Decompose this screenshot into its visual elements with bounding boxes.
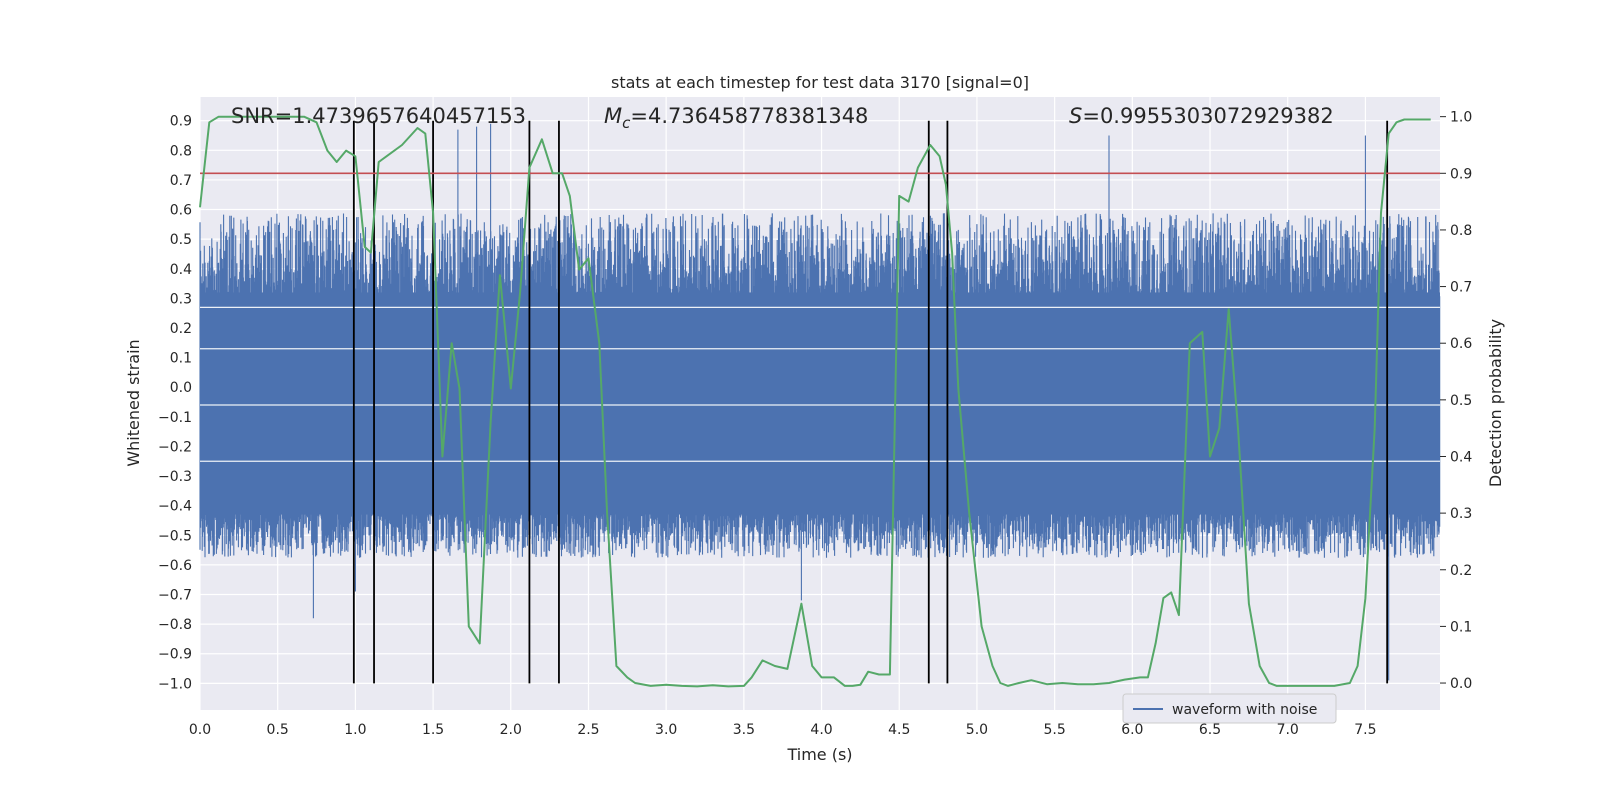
detection-probability-path [199, 115, 1431, 688]
x-tick-label: 7.5 [1354, 722, 1376, 738]
x-tick-label: 3.0 [655, 722, 677, 738]
y-axis-ticks: 0.9 0.8 0.7 0.6 0.5 0.4 0.3 0.2 0.1 0.0 −0.1 −0.2 −0… [158, 114, 192, 693]
x-tick-label: 2.0 [500, 722, 522, 738]
y-right-tick-label: 0.3 [1450, 506, 1472, 522]
detection-vlines [352, 120, 1389, 684]
y-tick-label: 0.7 [170, 173, 192, 189]
chart-title: stats at each timestep for test data 317… [611, 73, 1029, 92]
y-tick-label: −0.2 [158, 439, 192, 455]
score-symbol: S [1069, 104, 1082, 128]
x-tick-label: 6.0 [1121, 722, 1143, 738]
y-tick-label: −1.0 [158, 676, 192, 692]
detection-probability-line [199, 115, 1431, 688]
x-tick-label: 5.0 [966, 722, 988, 738]
y-right-tick-label: 0.0 [1450, 676, 1472, 692]
y-tick-label: 0.2 [170, 321, 192, 337]
y-right-tick-label: 0.6 [1450, 336, 1472, 352]
y-tick-label: −0.1 [158, 410, 192, 426]
chirp-mass-subscript: c [622, 114, 631, 132]
y-tick-label: −0.4 [158, 499, 192, 515]
y-axis-label: Whitened strain [124, 339, 143, 466]
y-tick-label: 0.9 [170, 114, 192, 130]
y-right-tick-label: 0.2 [1450, 563, 1472, 579]
legend-label: waveform with noise [1172, 702, 1317, 718]
x-tick-label: 0.5 [267, 722, 289, 738]
y-right-axis-label: Detection probability [1486, 319, 1505, 487]
y-right-tick-label: 0.9 [1450, 166, 1472, 182]
score-value: =0.9955303072929382 [1082, 104, 1333, 128]
y-right-axis-ticks: 1.0 0.9 0.8 0.7 0.6 0.5 0.4 0.3 0.2 0.1 0.0 [1440, 110, 1472, 692]
legend-box [1122, 693, 1337, 724]
snr-annotation: SNR=1.4739657640457153 [231, 104, 526, 128]
y-right-tick-label: 0.1 [1450, 619, 1472, 635]
y-tick-label: −0.6 [158, 558, 192, 574]
y-tick-label: 0.1 [170, 351, 192, 367]
legend: waveform with noise [1122, 693, 1337, 724]
x-tick-label: 0.0 [189, 722, 211, 738]
y-tick-label: −0.7 [158, 588, 192, 604]
x-tick-label: 5.5 [1044, 722, 1066, 738]
x-tick-label: 4.5 [888, 722, 910, 738]
x-tick-label: 4.0 [810, 722, 832, 738]
chirp-mass-value: =4.736458778381348 [630, 104, 868, 128]
x-tick-label: 1.5 [422, 722, 444, 738]
x-axis-label: Time (s) [786, 745, 852, 764]
y-tick-label: 0.3 [170, 291, 192, 307]
y-tick-label: 0.6 [170, 203, 192, 219]
y-tick-label: 0.5 [170, 232, 192, 248]
chirp-mass-annotation: Mc=4.736458778381348 [604, 104, 868, 132]
y-right-tick-label: 0.8 [1450, 223, 1472, 239]
score-annotation: S=0.9955303072929382 [1069, 104, 1334, 128]
x-tick-label: 2.5 [577, 722, 599, 738]
y-right-tick-label: 0.7 [1450, 280, 1472, 296]
y-right-tick-label: 1.0 [1450, 110, 1472, 126]
y-tick-label: −0.5 [158, 528, 192, 544]
x-tick-label: 3.5 [733, 722, 755, 738]
y-tick-label: 0.4 [170, 262, 192, 278]
y-right-tick-label: 0.4 [1450, 449, 1472, 465]
x-axis-ticks: 0.0 0.5 1.0 1.5 2.0 2.5 3.0 3.5 4.0 4.5 5.0 5.5 6.0 6… [189, 722, 1377, 738]
waveform-with-noise [199, 123, 1441, 681]
x-tick-label: 6.5 [1199, 722, 1221, 738]
y-tick-label: 0.0 [170, 380, 192, 396]
y-right-tick-label: 0.5 [1450, 393, 1472, 409]
y-tick-label: 0.8 [170, 143, 192, 159]
y-tick-label: −0.9 [158, 647, 192, 663]
x-tick-label: 7.0 [1277, 722, 1299, 738]
y-tick-label: −0.8 [158, 617, 192, 633]
y-tick-label: −0.3 [158, 469, 192, 485]
chirp-mass-symbol: M [604, 104, 622, 128]
x-tick-label: 1.0 [344, 722, 366, 738]
